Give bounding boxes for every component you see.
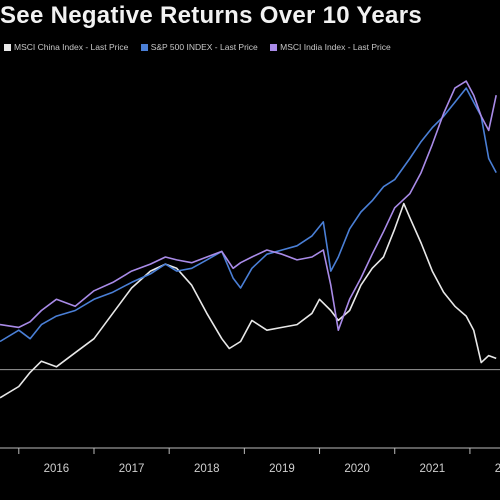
x-tick-label: 2020 bbox=[344, 463, 370, 475]
series-line-0 bbox=[0, 202, 497, 399]
legend-swatch-india bbox=[270, 44, 278, 51]
legend-label-sp500: S&P 500 INDEX - Last Price bbox=[150, 42, 258, 52]
legend-item-china: MSCI China Index - Last Price bbox=[4, 42, 128, 52]
x-tick-label: 2021 bbox=[420, 463, 446, 475]
legend-swatch-china bbox=[4, 44, 11, 51]
legend-swatch-sp500 bbox=[140, 44, 148, 51]
x-tick-label: 2019 bbox=[269, 463, 295, 475]
x-tick-label: 2016 bbox=[44, 463, 70, 475]
legend-label-india: MSCI India Index - Last Price bbox=[280, 42, 391, 52]
legend: MSCI China Index - Last Price S&P 500 IN… bbox=[4, 42, 500, 56]
x-tick-label: 2017 bbox=[119, 463, 145, 475]
legend-label-china: MSCI China Index - Last Price bbox=[14, 42, 129, 52]
axis-layer: 2016 2017 2018 2019 2020 2021 2022 bbox=[0, 369, 500, 475]
chart-title: See Negative Returns Over 10 Years bbox=[0, 2, 422, 29]
legend-item-india: MSCI India Index - Last Price bbox=[270, 42, 391, 52]
x-tick-label: 2018 bbox=[194, 463, 220, 475]
series-layer bbox=[0, 80, 497, 399]
x-tick-label: 2022 bbox=[495, 463, 500, 475]
legend-item-sp500: S&P 500 INDEX - Last Price bbox=[140, 42, 258, 52]
series-line-2 bbox=[0, 80, 497, 331]
series-line-1 bbox=[0, 87, 497, 343]
